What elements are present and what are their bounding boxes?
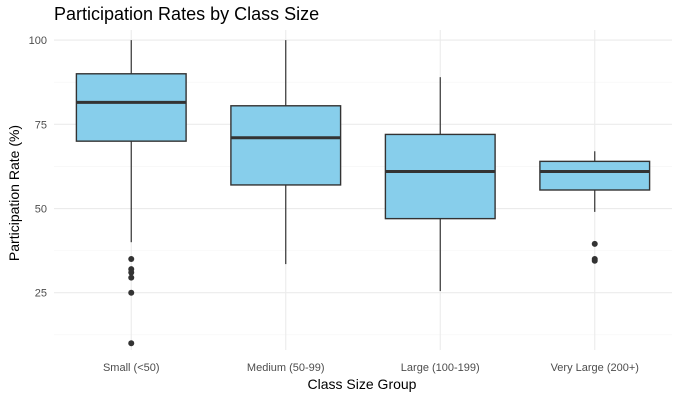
boxes [75, 40, 651, 347]
outlier-point [128, 340, 135, 347]
box-rect [75, 73, 187, 142]
x-tick-label: Large (100-199) [401, 362, 480, 374]
y-tick-label: 50 [35, 204, 47, 216]
box-rect [230, 105, 342, 186]
y-tick-label: 100 [29, 35, 47, 47]
box-group [230, 40, 342, 265]
chart-title: Participation Rates by Class Size [54, 4, 319, 24]
x-tick-label: Very Large (200+) [551, 362, 639, 374]
y-axis-ticks: 25 50 75 100 [29, 35, 47, 300]
x-axis-label: Class Size Group [308, 376, 417, 392]
y-tick-label: 75 [35, 119, 47, 131]
box-group [75, 40, 187, 347]
outlier-point [591, 240, 598, 247]
y-axis-label: Participation Rate (%) [6, 125, 22, 261]
box-rect [384, 133, 496, 220]
box-group [384, 77, 496, 292]
outlier-point [128, 289, 135, 296]
outlier-point [591, 257, 598, 264]
x-tick-label: Medium (50-99) [247, 362, 325, 374]
y-tick-label: 25 [35, 288, 47, 300]
outlier-point [128, 274, 135, 281]
outlier-point [128, 256, 135, 263]
box-group [539, 151, 651, 264]
x-tick-label: Small (<50) [103, 362, 160, 374]
box-rect [539, 160, 651, 191]
x-axis-ticks: Small (<50) Medium (50-99) Large (100-199)… [103, 362, 639, 374]
outlier-point [128, 269, 135, 276]
